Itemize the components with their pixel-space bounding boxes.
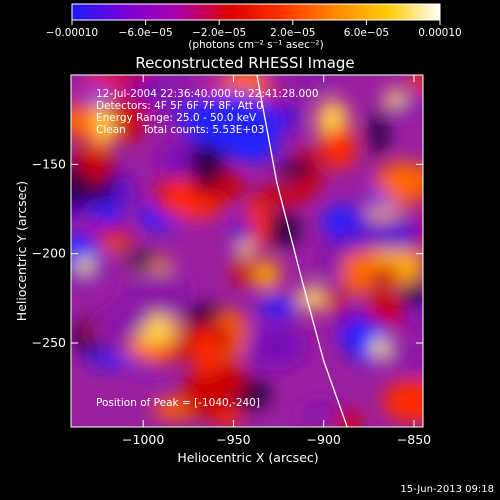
heatmap-blob — [192, 331, 220, 376]
heatmap-blob — [105, 75, 153, 85]
heatmap-blob — [341, 250, 375, 296]
heatmap-blob — [290, 75, 312, 90]
footer-timestamp: 15-Jun-2013 09:18 — [400, 484, 494, 495]
colorbar-tick-label: −6.0e−05 — [119, 27, 173, 39]
heatmap-blob — [237, 242, 253, 258]
x-tick-label: −1000 — [122, 432, 164, 447]
heatmap-blob — [380, 344, 423, 369]
heatmap-blob — [385, 89, 405, 107]
heatmap-blob — [368, 110, 389, 157]
heatmap-blob — [168, 272, 192, 312]
y-tick-label: −150 — [32, 156, 66, 171]
heatmap-blob — [375, 161, 423, 202]
chart-title: Reconstructed RHESSI Image — [135, 54, 354, 72]
colorbar-tick-label: 0.00010 — [418, 27, 461, 39]
heatmap-blob — [220, 118, 280, 162]
heatmap-blob — [104, 94, 151, 123]
x-tick-label: −950 — [216, 432, 250, 447]
heatmap-blob — [150, 75, 191, 97]
x-tick-label: −900 — [307, 432, 341, 447]
heatmap-blob — [254, 186, 303, 207]
heatmap-blob — [256, 297, 299, 318]
heatmap-image — [71, 75, 423, 427]
x-axis-ticks: −1000 −950 −900 −850 — [122, 75, 431, 447]
plot-frame — [70, 74, 424, 428]
heatmap-blob — [116, 289, 150, 335]
heatmap-blob — [411, 75, 423, 93]
heatmap-blob — [231, 260, 257, 285]
y-axis-ticks: −150 −200 −250 — [32, 156, 423, 350]
colorbar-tick-label: −2.0e−05 — [192, 27, 246, 39]
detectors-annotation: Detectors: 4F 5F 6F 7F 8F, Att 0 — [96, 100, 263, 112]
heatmap-blob — [244, 322, 308, 371]
colorbar-tick-label: −0.00010 — [46, 27, 98, 39]
heatmap-blob — [370, 338, 390, 358]
colorbar-tick-label: 2.0e−05 — [270, 27, 315, 39]
heatmap-blob — [158, 142, 202, 179]
clean-annotation: Clean Total counts: 5.53E+03 — [96, 124, 265, 136]
heatmap-blob — [278, 159, 314, 179]
heatmap-blob — [181, 370, 233, 418]
heatmap-blob — [110, 176, 136, 205]
heatmap-blob — [254, 259, 280, 290]
colorbar-ticks: −0.00010 −6.0e−05 −2.0e−05 2.0e−05 6.0e−05 0.… — [46, 20, 462, 39]
colorbar-tick-label: 6.0e−05 — [344, 27, 389, 39]
colorbar — [71, 3, 441, 21]
heatmap-blob — [373, 264, 398, 287]
heatmap-blob — [297, 399, 344, 427]
x-tick-label: −850 — [397, 432, 431, 447]
heatmap-blob — [382, 379, 423, 423]
heatmap-blob — [92, 202, 123, 233]
y-tick-label: −250 — [32, 335, 66, 350]
heatmap-blob — [399, 281, 423, 307]
heatmap-blob — [124, 252, 159, 270]
solar-limb-curve — [256, 75, 348, 427]
y-tick-label: −200 — [32, 246, 66, 261]
heatmap-blob — [321, 127, 357, 170]
heatmap-blob — [322, 206, 358, 234]
heatmap-blob — [304, 75, 336, 90]
heatmap-blob — [71, 163, 89, 210]
heatmap-blob — [76, 256, 94, 274]
heatmap-blob — [298, 286, 326, 310]
x-axis-label: Heliocentric X (arcsec) — [177, 450, 318, 465]
colorbar-unit-label: (photons cm⁻² s⁻¹ asec⁻²) — [188, 39, 323, 51]
heatmap-blob — [367, 217, 423, 250]
heatmap-blob — [71, 103, 94, 138]
heatmap-blob — [190, 138, 225, 188]
time-range-annotation: 12-Jul-2004 22:36:40.000 to 22:41:28.000 — [96, 88, 319, 100]
heatmap-blob — [264, 211, 301, 248]
peak-annotation: Position of Peak = [-1040,-240] — [96, 397, 260, 409]
heatmap-blob — [124, 337, 176, 362]
energy-annotation: Energy Range: 25.0 - 50.0 keV — [96, 112, 257, 124]
y-axis-label: Heliocentric Y (arcsec) — [14, 181, 29, 321]
